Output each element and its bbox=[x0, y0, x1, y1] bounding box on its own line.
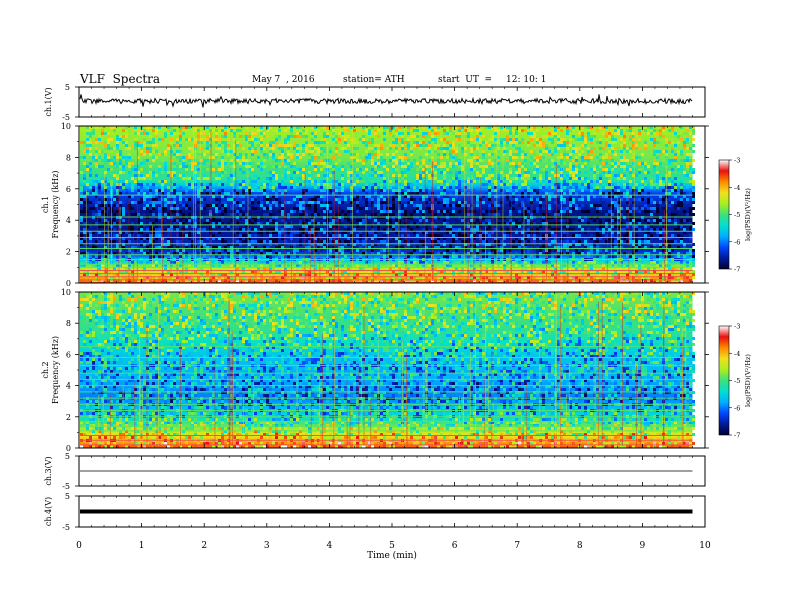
start-ut-label: start UT = bbox=[438, 75, 493, 85]
y-tick-label: 2 bbox=[66, 413, 71, 422]
y-tick-label: 6 bbox=[66, 350, 71, 359]
colorbar-tick-label: -5 bbox=[734, 211, 740, 219]
ch1-spectrogram: 0 2 4 6 8 10 ch.1 Frequency (kHz) -3 -4 -5 -6 -7 log(… bbox=[41, 122, 752, 288]
station-label: station= ATH bbox=[343, 75, 405, 85]
y-tick-label: 10 bbox=[61, 122, 71, 131]
x-tick-label: 10 bbox=[699, 541, 711, 551]
colorbar-tick-label: -3 bbox=[734, 157, 740, 165]
y-tick-label: 6 bbox=[66, 185, 71, 194]
colorbar-tick-label: -4 bbox=[734, 350, 740, 358]
x-tick-label: 7 bbox=[514, 541, 520, 551]
y-axis-label: ch.3(V) bbox=[44, 456, 53, 485]
x-tick-label: 1 bbox=[139, 541, 145, 551]
x-tick-label: 2 bbox=[201, 541, 207, 551]
colorbar-tick-label: -5 bbox=[734, 377, 740, 385]
y-tick-label: 5 bbox=[65, 452, 70, 461]
colorbar-tick-label: -6 bbox=[734, 238, 740, 246]
x-axis-label: Time (min) bbox=[367, 550, 417, 561]
colorbar-tick-label: -7 bbox=[734, 266, 740, 274]
x-axis: 0 1 2 3 4 5 6 7 8 9 10 Time (min) bbox=[76, 541, 711, 561]
y-tick-label: -5 bbox=[62, 523, 70, 532]
colorbar-tick-label: -6 bbox=[734, 404, 740, 412]
colorbar: -3 -4 -5 -6 -7 log(PSD)(V²/Hz) bbox=[718, 157, 752, 274]
colorbar-label: log(PSD)(V²/Hz) bbox=[744, 188, 752, 241]
y-tick-label: 0 bbox=[66, 444, 71, 453]
y-tick-label: 2 bbox=[66, 248, 71, 257]
colorbar-label: log(PSD)(V²/Hz) bbox=[744, 354, 752, 407]
date-label: May 7 , 2016 bbox=[252, 75, 315, 85]
y-axis-label: ch.1 bbox=[41, 196, 50, 213]
y-axis-label: Frequency (kHz) bbox=[51, 336, 60, 404]
colorbar-scale bbox=[718, 159, 730, 270]
ch2-spectrogram: 0 2 4 6 8 10 ch.2 Frequency (kHz) -3 -4 -5 -6 -7 log(… bbox=[41, 288, 752, 453]
y-axis-label: ch.4(V) bbox=[44, 497, 53, 526]
y-tick-label: 8 bbox=[66, 153, 71, 162]
y-axis-label: ch.1(V) bbox=[44, 87, 53, 116]
ch3-time-series: 5 -5 ch.3(V) bbox=[44, 452, 706, 491]
colorbar: -3 -4 -5 -6 -7 log(PSD)(V²/Hz) bbox=[718, 323, 752, 440]
colorbar-tick-label: -4 bbox=[734, 184, 740, 192]
x-tick-label: 5 bbox=[389, 541, 395, 551]
y-tick-label: 4 bbox=[66, 382, 71, 391]
x-tick-label: 9 bbox=[640, 541, 646, 551]
colorbar-tick-label: -3 bbox=[734, 323, 740, 331]
x-tick-label: 8 bbox=[577, 541, 583, 551]
x-tick-label: 0 bbox=[76, 541, 82, 551]
y-tick-label: 4 bbox=[66, 216, 71, 225]
y-tick-label: 10 bbox=[61, 288, 71, 297]
y-tick-label: 5 bbox=[65, 492, 70, 501]
start-ut-value: 12: 10: 1 bbox=[506, 75, 547, 85]
y-tick-label: 8 bbox=[66, 319, 71, 328]
y-tick-label: -5 bbox=[62, 482, 70, 491]
x-tick-label: 6 bbox=[452, 541, 458, 551]
ch1-trace bbox=[79, 94, 693, 108]
x-tick-label: 3 bbox=[264, 541, 270, 551]
ch4-time-series: 5 -5 ch.4(V) bbox=[44, 492, 706, 532]
x-tick-label: 4 bbox=[327, 541, 333, 551]
figure-title: VLF Spectra bbox=[80, 72, 161, 86]
y-axis-label: Frequency (kHz) bbox=[51, 170, 60, 238]
y-axis-label: ch.2 bbox=[41, 361, 50, 378]
ch1-time-series: 5 -5 ch.1(V) bbox=[44, 83, 706, 122]
y-tick-label: -5 bbox=[62, 113, 70, 122]
colorbar-tick-label: -7 bbox=[734, 432, 740, 440]
colorbar-scale bbox=[718, 325, 730, 436]
y-tick-label: 5 bbox=[65, 83, 70, 92]
y-tick-label: 0 bbox=[66, 279, 71, 288]
